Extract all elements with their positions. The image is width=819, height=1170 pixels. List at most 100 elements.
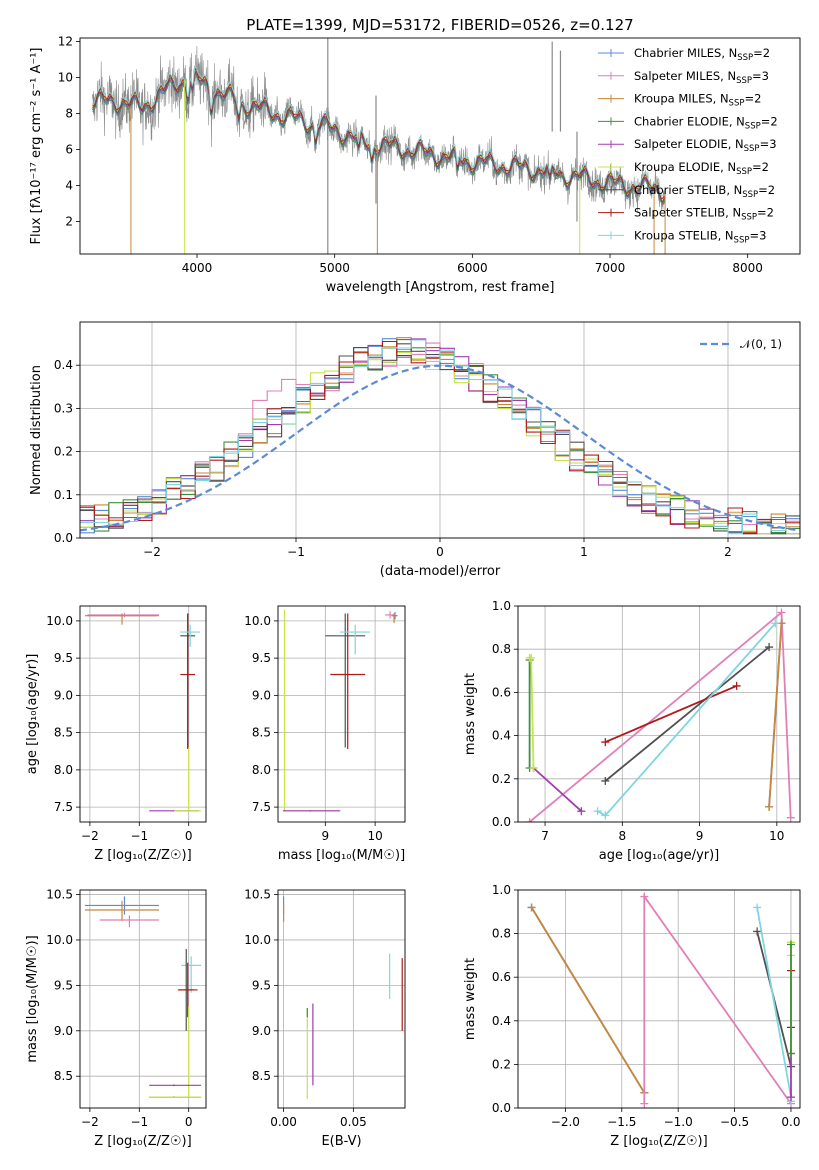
axes-mass_vs_Z: −2 −1 0 8.5 9.0 9.5 10.0 10.5 Z [log₁₀(Z/Z☉)] mas… xyxy=(25,888,207,1149)
legend-entry: Kroupa ELODIE, NSSP=2 xyxy=(634,160,769,177)
y-tick-label: 8.0 xyxy=(54,763,73,777)
x-tick-label: 2 xyxy=(724,545,732,559)
errorbar-point xyxy=(84,613,160,625)
errorbar-point xyxy=(282,810,341,812)
axes-frame xyxy=(517,605,801,823)
y-tick-label: 8.5 xyxy=(252,726,271,740)
weight-point-marker xyxy=(786,1093,795,1102)
weight-point-marker xyxy=(640,1099,649,1108)
errorbar-point xyxy=(391,613,397,624)
x-tick-label: 0.0 xyxy=(781,1115,800,1129)
x-axis-label: E(B-V) xyxy=(321,1134,361,1149)
plot-area-weight_vs_Z xyxy=(527,892,795,1108)
x-tick-label: 7 xyxy=(541,829,549,843)
y-tick-label: 7.5 xyxy=(54,800,73,814)
y-tick-label: 0.6 xyxy=(492,970,511,984)
y-tick-label: 9.5 xyxy=(54,978,73,992)
y-axis-label: age [log₁₀(age/yr)] xyxy=(25,654,40,775)
y-tick-label: 0.2 xyxy=(492,772,511,786)
legend-entry: Salpeter MILES, NSSP=3 xyxy=(634,69,769,86)
errorbar-point xyxy=(181,956,202,993)
y-tick-label: 0.3 xyxy=(54,401,73,415)
y-tick-label: 9.5 xyxy=(252,651,271,665)
weight-point-marker xyxy=(529,764,538,772)
y-tick-label: 4 xyxy=(65,179,73,193)
weight-series-line xyxy=(530,906,646,1094)
figure-title: PLATE=1399, MJD=53172, FIBERID=0526, z=0… xyxy=(246,16,633,34)
x-tick-label: 5000 xyxy=(319,261,350,275)
errorbar-point xyxy=(149,1084,202,1087)
y-tick-label: 1.0 xyxy=(492,599,511,613)
weight-point-marker xyxy=(786,813,795,822)
errorbar-point xyxy=(330,613,366,750)
y-axis-label: Flux [fλ10⁻¹⁷ erg cm⁻² s⁻¹ A⁻¹] xyxy=(29,48,44,245)
spectrum-model-line xyxy=(92,73,666,205)
weight-point-marker xyxy=(732,681,741,690)
y-tick-label: 1.0 xyxy=(492,883,511,897)
y-tick-label: 0.0 xyxy=(54,531,73,545)
grid-weight_vs_Z xyxy=(518,889,800,1109)
axes-frame xyxy=(79,37,801,255)
errorbar-point xyxy=(84,900,160,921)
axes-frame xyxy=(79,889,207,1109)
spectrum-model-line xyxy=(92,73,666,205)
legend-entry: Kroupa MILES, NSSP=2 xyxy=(634,92,761,109)
x-axis-label: wavelength [Angstrom, rest frame] xyxy=(326,280,555,295)
spectrum-model-line xyxy=(92,72,666,203)
y-tick-label: 10.0 xyxy=(46,933,73,947)
x-axis-label: Z [log₁₀(Z/Z☉)] xyxy=(94,848,191,863)
x-tick-label: −1 xyxy=(130,829,148,843)
errorbar-point xyxy=(149,1096,202,1099)
axes-weight_vs_age: 7 8 9 10 0.0 0.2 0.4 0.6 0.8 1.0 age [log₁₀(age/yr… xyxy=(463,599,801,863)
normal-curve xyxy=(80,364,800,532)
x-tick-label: −2 xyxy=(81,829,99,843)
y-axis-label: mass weight xyxy=(463,673,478,755)
x-axis-label: Z [log₁₀(Z/Z☉)] xyxy=(610,1134,707,1149)
x-tick-label: 1 xyxy=(580,545,588,559)
y-tick-label: 8.0 xyxy=(252,763,271,777)
x-tick-label: −1 xyxy=(287,545,305,559)
y-tick-label: 10.5 xyxy=(244,888,271,902)
y-tick-label: 9.0 xyxy=(54,688,73,702)
weight-series-line xyxy=(643,893,792,1105)
x-tick-label: 4000 xyxy=(182,261,213,275)
axis-spectrum: 4000 5000 6000 7000 8000 2 4 6 8 10 12 wavelength [… xyxy=(29,35,801,295)
spectrum-model-line xyxy=(92,67,666,200)
plot-area-spectrum xyxy=(92,38,666,254)
plot-area-residuals xyxy=(80,337,800,535)
axis-weight_vs_Z: −2.0 −1.5 −1.0 −0.5 0.0 0.0 0.2 0.4 0.6 0.8 1.0 Z [… xyxy=(463,883,801,1149)
y-tick-label: 8.5 xyxy=(252,1069,271,1083)
y-tick-label: 9.0 xyxy=(252,688,271,702)
axis-mass_vs_Z: −2 −1 0 8.5 9.0 9.5 10.0 10.5 Z [log₁₀(Z/Z☉)] mas… xyxy=(25,888,207,1149)
y-tick-label: 2 xyxy=(65,215,73,229)
y-axis-label: Normed distribution xyxy=(29,365,44,495)
legend-entry: Chabrier ELODIE, NSSP=2 xyxy=(634,114,778,131)
y-tick-label: 8.5 xyxy=(54,726,73,740)
errorbar-point xyxy=(177,962,198,1018)
weight-point-marker xyxy=(640,892,649,901)
plot-area-mass_vs_ebv xyxy=(282,896,403,1099)
y-tick-label: 8.5 xyxy=(54,1069,73,1083)
x-tick-label: 0 xyxy=(185,829,193,843)
plot-area-age_vs_Z xyxy=(84,612,202,812)
y-tick-label: 0.2 xyxy=(54,445,73,459)
legend-entry: Salpeter ELODIE, NSSP=3 xyxy=(634,137,777,154)
y-tick-label: 0.8 xyxy=(492,927,511,941)
x-axis-label: (data-model)/error xyxy=(380,564,501,579)
x-tick-label: 6000 xyxy=(457,261,488,275)
weight-point-marker xyxy=(777,608,786,617)
axis-age_vs_mass: 9 10 7.5 8.0 8.5 9.0 9.5 10.0 mass [log₁₀(M/M☉)] xyxy=(244,605,406,863)
weight-series-line xyxy=(768,623,783,807)
axes-frame xyxy=(79,605,207,823)
grid-age_vs_mass xyxy=(278,606,405,822)
y-tick-label: 9.5 xyxy=(252,978,271,992)
y-tick-label: 10 xyxy=(58,71,73,85)
legend-entry: Kroupa STELIB, NSSP=3 xyxy=(634,228,766,245)
grid-mass_vs_Z xyxy=(80,890,206,1108)
x-tick-label: 8 xyxy=(618,829,626,843)
weight-point-marker xyxy=(753,903,762,912)
weight-point-marker xyxy=(601,776,610,785)
errorbar-point xyxy=(180,624,201,647)
axis-age_vs_Z: −2 −1 0 7.5 8.0 8.5 9.0 9.5 10.0 Z [log₁₀(Z/Z☉)] a… xyxy=(25,605,207,863)
